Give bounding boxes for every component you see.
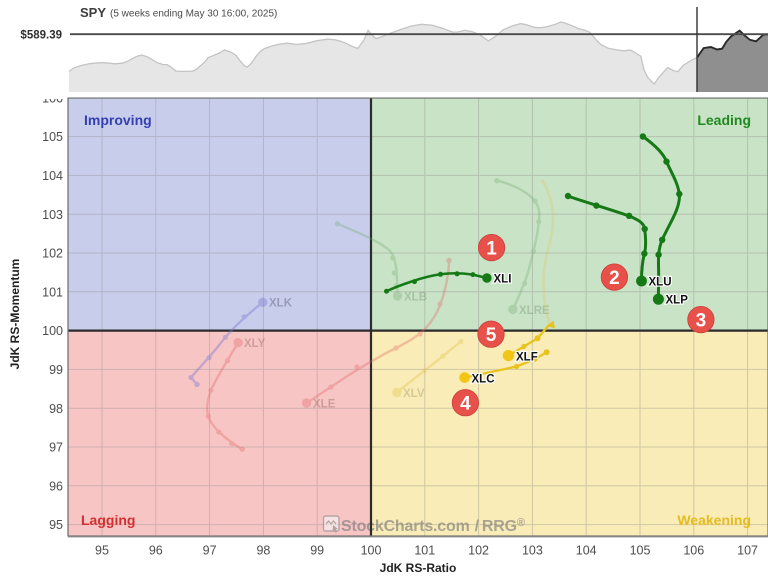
svg-text:99: 99 (310, 544, 324, 558)
svg-text:StockCharts.com / RRG®: StockCharts.com / RRG® (341, 517, 525, 535)
svg-text:XLB: XLB (404, 292, 427, 304)
svg-text:XLP: XLP (666, 295, 689, 307)
svg-text:Improving: Improving (84, 112, 152, 128)
svg-text:XLF: XLF (516, 352, 538, 364)
svg-text:100: 100 (361, 544, 382, 558)
svg-text:5: 5 (486, 325, 497, 346)
svg-text:98: 98 (256, 544, 270, 558)
svg-text:99: 99 (49, 363, 63, 377)
svg-text:Leading: Leading (697, 112, 751, 128)
svg-text:SPY: SPY (80, 5, 106, 20)
svg-text:105: 105 (630, 544, 651, 558)
svg-text:101: 101 (42, 285, 63, 299)
svg-text:XLE: XLE (313, 399, 336, 411)
svg-text:XLU: XLU (649, 277, 672, 289)
svg-text:XLY: XLY (244, 338, 266, 350)
svg-text:XLK: XLK (269, 298, 293, 310)
svg-text:96: 96 (49, 479, 63, 493)
svg-text:$589.39: $589.39 (20, 30, 62, 42)
svg-text:2: 2 (609, 268, 620, 289)
svg-text:97: 97 (49, 441, 63, 455)
svg-text:101: 101 (414, 544, 435, 558)
svg-text:JdK RS-Ratio: JdK RS-Ratio (380, 561, 457, 575)
svg-text:(5 weeks ending May 30 16:00,: (5 weeks ending May 30 16:00, 2025) (110, 9, 277, 20)
svg-text:105: 105 (42, 130, 63, 144)
svg-text:XLRE: XLRE (519, 305, 550, 317)
svg-text:XLC: XLC (472, 374, 495, 386)
svg-text:XLV: XLV (403, 388, 425, 400)
svg-text:98: 98 (49, 402, 63, 416)
svg-text:1: 1 (486, 238, 497, 259)
svg-text:97: 97 (203, 544, 217, 558)
svg-text:102: 102 (42, 247, 63, 261)
svg-text:4: 4 (460, 394, 471, 415)
svg-text:Weakening: Weakening (677, 512, 751, 528)
svg-text:3: 3 (696, 310, 707, 331)
svg-text:102: 102 (468, 544, 489, 558)
svg-text:Lagging: Lagging (81, 512, 135, 528)
svg-text:95: 95 (95, 544, 109, 558)
svg-text:JdK RS-Momentum: JdK RS-Momentum (8, 259, 22, 370)
svg-text:103: 103 (522, 544, 543, 558)
svg-text:95: 95 (49, 518, 63, 532)
svg-text:103: 103 (42, 208, 63, 222)
svg-text:106: 106 (683, 544, 704, 558)
svg-text:104: 104 (576, 544, 597, 558)
svg-text:104: 104 (42, 169, 63, 183)
svg-text:107: 107 (737, 544, 758, 558)
svg-text:XLI: XLI (494, 274, 512, 286)
svg-text:96: 96 (149, 544, 163, 558)
svg-text:100: 100 (42, 324, 63, 338)
